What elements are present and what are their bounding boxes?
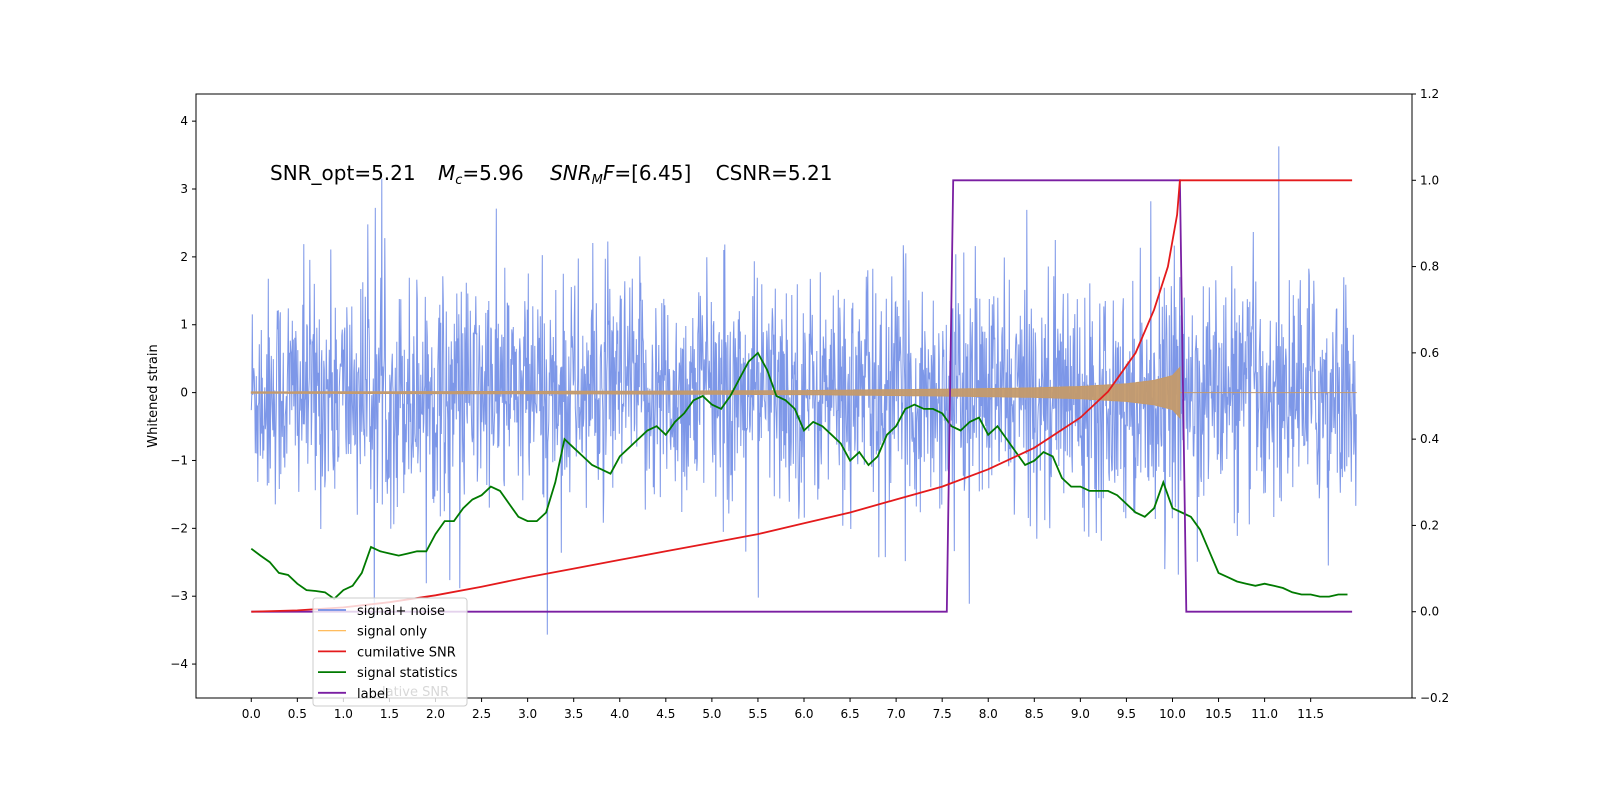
legend-items: signal+ noise signal only cumilative SNR si… bbox=[318, 604, 458, 702]
snrmf-f: F bbox=[603, 161, 615, 185]
legend: lative SNR signal+ noise signal only cumil… bbox=[312, 597, 468, 707]
x-tick-label: 9.5 bbox=[1117, 707, 1136, 721]
legend-ghost-text: lative SNR bbox=[382, 685, 449, 700]
y-tick-label: −2 bbox=[170, 521, 188, 535]
series-cumulative-snr bbox=[251, 179, 1353, 613]
y-axis-right: 1.2 1.0 0.8 0.6 0.4 0.2 0.0 −0.2 bbox=[1412, 87, 1449, 705]
y-tick-label: 2 bbox=[180, 250, 188, 264]
x-tick-label: 5.5 bbox=[748, 707, 767, 721]
x-tick-label: 1.5 bbox=[380, 707, 399, 721]
x-tick-label: 5.0 bbox=[702, 707, 721, 721]
series-signal-noise bbox=[250, 146, 1357, 635]
y-tick-label: 1 bbox=[180, 318, 188, 332]
x-tick-label: 6.0 bbox=[794, 707, 813, 721]
mc-value: =5.96 bbox=[462, 161, 523, 185]
snrmf-subscript: M bbox=[592, 173, 603, 188]
x-tick-label: 4.0 bbox=[610, 707, 629, 721]
x-tick-label: 11.5 bbox=[1297, 707, 1324, 721]
mc-symbol: M bbox=[438, 161, 455, 185]
x-tick-label: 10.5 bbox=[1205, 707, 1232, 721]
x-tick-label: 2.0 bbox=[426, 707, 445, 721]
y-tick-label: −4 bbox=[170, 657, 188, 671]
legend-label: cumilative SNR bbox=[357, 645, 456, 660]
y-right-tick-label: −0.2 bbox=[1420, 691, 1449, 705]
series-label bbox=[251, 179, 1353, 613]
y-right-tick-label: 0.6 bbox=[1420, 346, 1439, 360]
y-right-tick-label: 1.2 bbox=[1420, 87, 1439, 101]
x-tick-label: 3.5 bbox=[564, 707, 583, 721]
y-tick-label: 0 bbox=[180, 386, 188, 400]
x-tick-label: 0.0 bbox=[242, 707, 261, 721]
y-axis-label: Whitened strain bbox=[146, 344, 161, 447]
legend-label: label bbox=[357, 687, 388, 702]
snr-annotation: SNR_opt=5.21 Mc=5.96 SNRMF=[6.45] CSNR=5… bbox=[270, 161, 832, 188]
x-tick-label: 1.0 bbox=[334, 707, 353, 721]
x-tick-label: 11.0 bbox=[1251, 707, 1278, 721]
series-signal-statistics bbox=[250, 351, 1348, 600]
y-right-tick-label: 0.4 bbox=[1420, 432, 1439, 446]
x-tick-label: 8.0 bbox=[979, 707, 998, 721]
x-tick-label: 7.0 bbox=[887, 707, 906, 721]
x-tick-label: 3.0 bbox=[518, 707, 537, 721]
legend-label: signal statistics bbox=[357, 666, 458, 681]
series-layer bbox=[250, 146, 1357, 635]
x-tick-label: 8.5 bbox=[1025, 707, 1044, 721]
y-tick-label: 4 bbox=[180, 114, 188, 128]
y-axis-left: 4 3 2 1 0 −1 −2 −3 −4 bbox=[170, 114, 196, 671]
legend-label: signal+ noise bbox=[357, 604, 445, 619]
snr-opt-text: SNR_opt=5.21 bbox=[270, 161, 416, 185]
x-tick-label: 2.5 bbox=[472, 707, 491, 721]
y-right-tick-label: 0.8 bbox=[1420, 260, 1439, 274]
x-tick-label: 6.5 bbox=[841, 707, 860, 721]
csnr-text: CSNR=5.21 bbox=[716, 161, 833, 185]
y-right-tick-label: 0.0 bbox=[1420, 605, 1439, 619]
snrmf-value: =[6.45] bbox=[614, 161, 691, 185]
x-tick-label: 7.5 bbox=[933, 707, 952, 721]
x-tick-label: 4.5 bbox=[656, 707, 675, 721]
legend-label: signal only bbox=[357, 625, 427, 640]
x-tick-label: 10.0 bbox=[1159, 707, 1186, 721]
y-tick-label: −3 bbox=[170, 589, 188, 603]
y-right-tick-label: 0.2 bbox=[1420, 518, 1439, 532]
mc-subscript: c bbox=[455, 173, 462, 188]
snrmf-symbol: SNR bbox=[550, 161, 592, 185]
x-tick-label: 0.5 bbox=[288, 707, 307, 721]
x-tick-label: 9.0 bbox=[1071, 707, 1090, 721]
x-axis: 0.0 0.5 1.0 1.5 2.0 2.5 3.0 3.5 4.0 4.5 5.0 5.5 6.0 6… bbox=[242, 698, 1324, 721]
y-tick-label: 3 bbox=[180, 182, 188, 196]
y-tick-label: −1 bbox=[170, 453, 188, 467]
legend-box bbox=[312, 597, 468, 707]
series-signal-only bbox=[250, 366, 1181, 419]
y-right-tick-label: 1.0 bbox=[1420, 173, 1439, 187]
